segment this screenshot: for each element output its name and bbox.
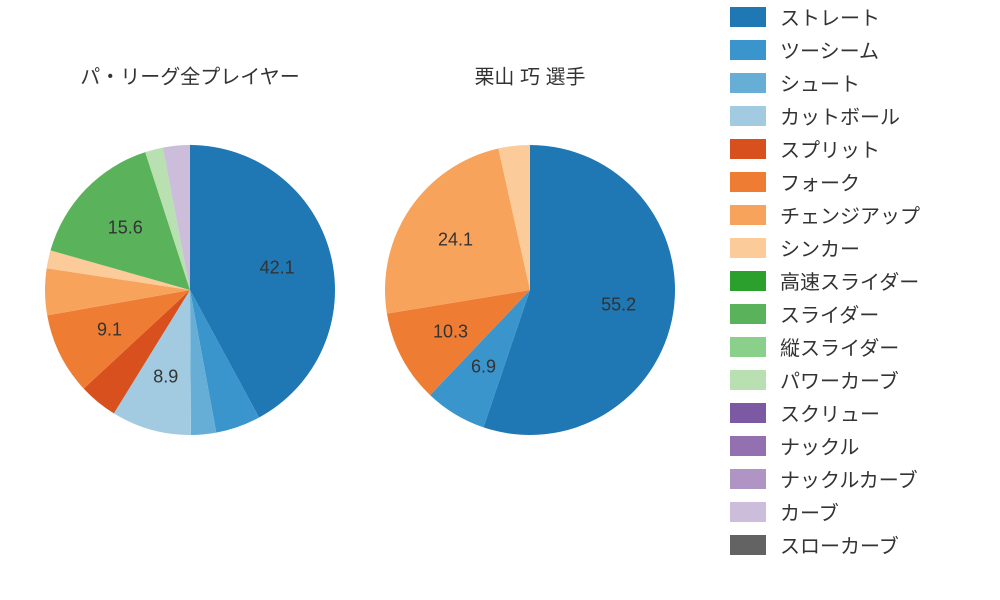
legend-item: シュート bbox=[730, 66, 990, 99]
legend-label: 高速スライダー bbox=[780, 266, 919, 295]
legend-item: スローカーブ bbox=[730, 528, 990, 561]
legend-swatch bbox=[730, 304, 766, 324]
legend-label: スクリュー bbox=[780, 398, 880, 427]
legend-swatch bbox=[730, 469, 766, 489]
legend-label: スローカーブ bbox=[780, 530, 899, 559]
legend-swatch bbox=[730, 238, 766, 258]
legend-label: ツーシーム bbox=[780, 35, 879, 64]
legend-label: ナックル bbox=[780, 431, 859, 460]
pie-chart-league: 42.18.99.115.6 bbox=[45, 145, 335, 435]
chart-stage: パ・リーグ全プレイヤー 栗山 巧 選手 42.18.99.115.6 55.26… bbox=[0, 0, 1000, 600]
legend-swatch bbox=[730, 370, 766, 390]
legend-item: カットボール bbox=[730, 99, 990, 132]
legend-label: シュート bbox=[780, 68, 860, 97]
legend-swatch bbox=[730, 172, 766, 192]
legend-item: ナックルカーブ bbox=[730, 462, 990, 495]
pie-title-player: 栗山 巧 選手 bbox=[474, 61, 585, 90]
legend-item: ナックル bbox=[730, 429, 990, 462]
legend-swatch bbox=[730, 106, 766, 126]
legend-item: カーブ bbox=[730, 495, 990, 528]
legend-item: パワーカーブ bbox=[730, 363, 990, 396]
legend-swatch bbox=[730, 139, 766, 159]
legend-item: フォーク bbox=[730, 165, 990, 198]
legend-swatch bbox=[730, 403, 766, 423]
legend-item: スクリュー bbox=[730, 396, 990, 429]
legend-swatch bbox=[730, 7, 766, 27]
legend-swatch bbox=[730, 337, 766, 357]
legend-item: ツーシーム bbox=[730, 33, 990, 66]
legend-swatch bbox=[730, 535, 766, 555]
legend-swatch bbox=[730, 502, 766, 522]
pie-title-league: パ・リーグ全プレイヤー bbox=[80, 61, 299, 90]
legend-swatch bbox=[730, 205, 766, 225]
legend-label: スライダー bbox=[780, 299, 879, 328]
legend-swatch bbox=[730, 73, 766, 93]
legend-label: ストレート bbox=[780, 2, 880, 31]
legend-item: 縦スライダー bbox=[730, 330, 990, 363]
legend-item: ストレート bbox=[730, 0, 990, 33]
legend-item: チェンジアップ bbox=[730, 198, 990, 231]
legend-label: フォーク bbox=[780, 167, 860, 196]
legend-item: 高速スライダー bbox=[730, 264, 990, 297]
legend-item: シンカー bbox=[730, 231, 990, 264]
legend-swatch bbox=[730, 40, 766, 60]
legend-label: チェンジアップ bbox=[780, 200, 920, 229]
legend-swatch bbox=[730, 271, 766, 291]
pie-svg bbox=[385, 145, 675, 435]
legend-label: 縦スライダー bbox=[780, 332, 899, 361]
legend-label: カーブ bbox=[780, 497, 839, 526]
legend-label: ナックルカーブ bbox=[780, 464, 918, 493]
legend-label: カットボール bbox=[780, 101, 900, 130]
legend-label: スプリット bbox=[780, 134, 880, 163]
pie-svg bbox=[45, 145, 335, 435]
legend-item: スプリット bbox=[730, 132, 990, 165]
legend-label: シンカー bbox=[780, 233, 860, 262]
legend-item: スライダー bbox=[730, 297, 990, 330]
legend: ストレートツーシームシュートカットボールスプリットフォークチェンジアップシンカー… bbox=[730, 0, 990, 561]
pie-chart-player: 55.26.910.324.1 bbox=[385, 145, 675, 435]
legend-label: パワーカーブ bbox=[780, 365, 899, 394]
legend-swatch bbox=[730, 436, 766, 456]
